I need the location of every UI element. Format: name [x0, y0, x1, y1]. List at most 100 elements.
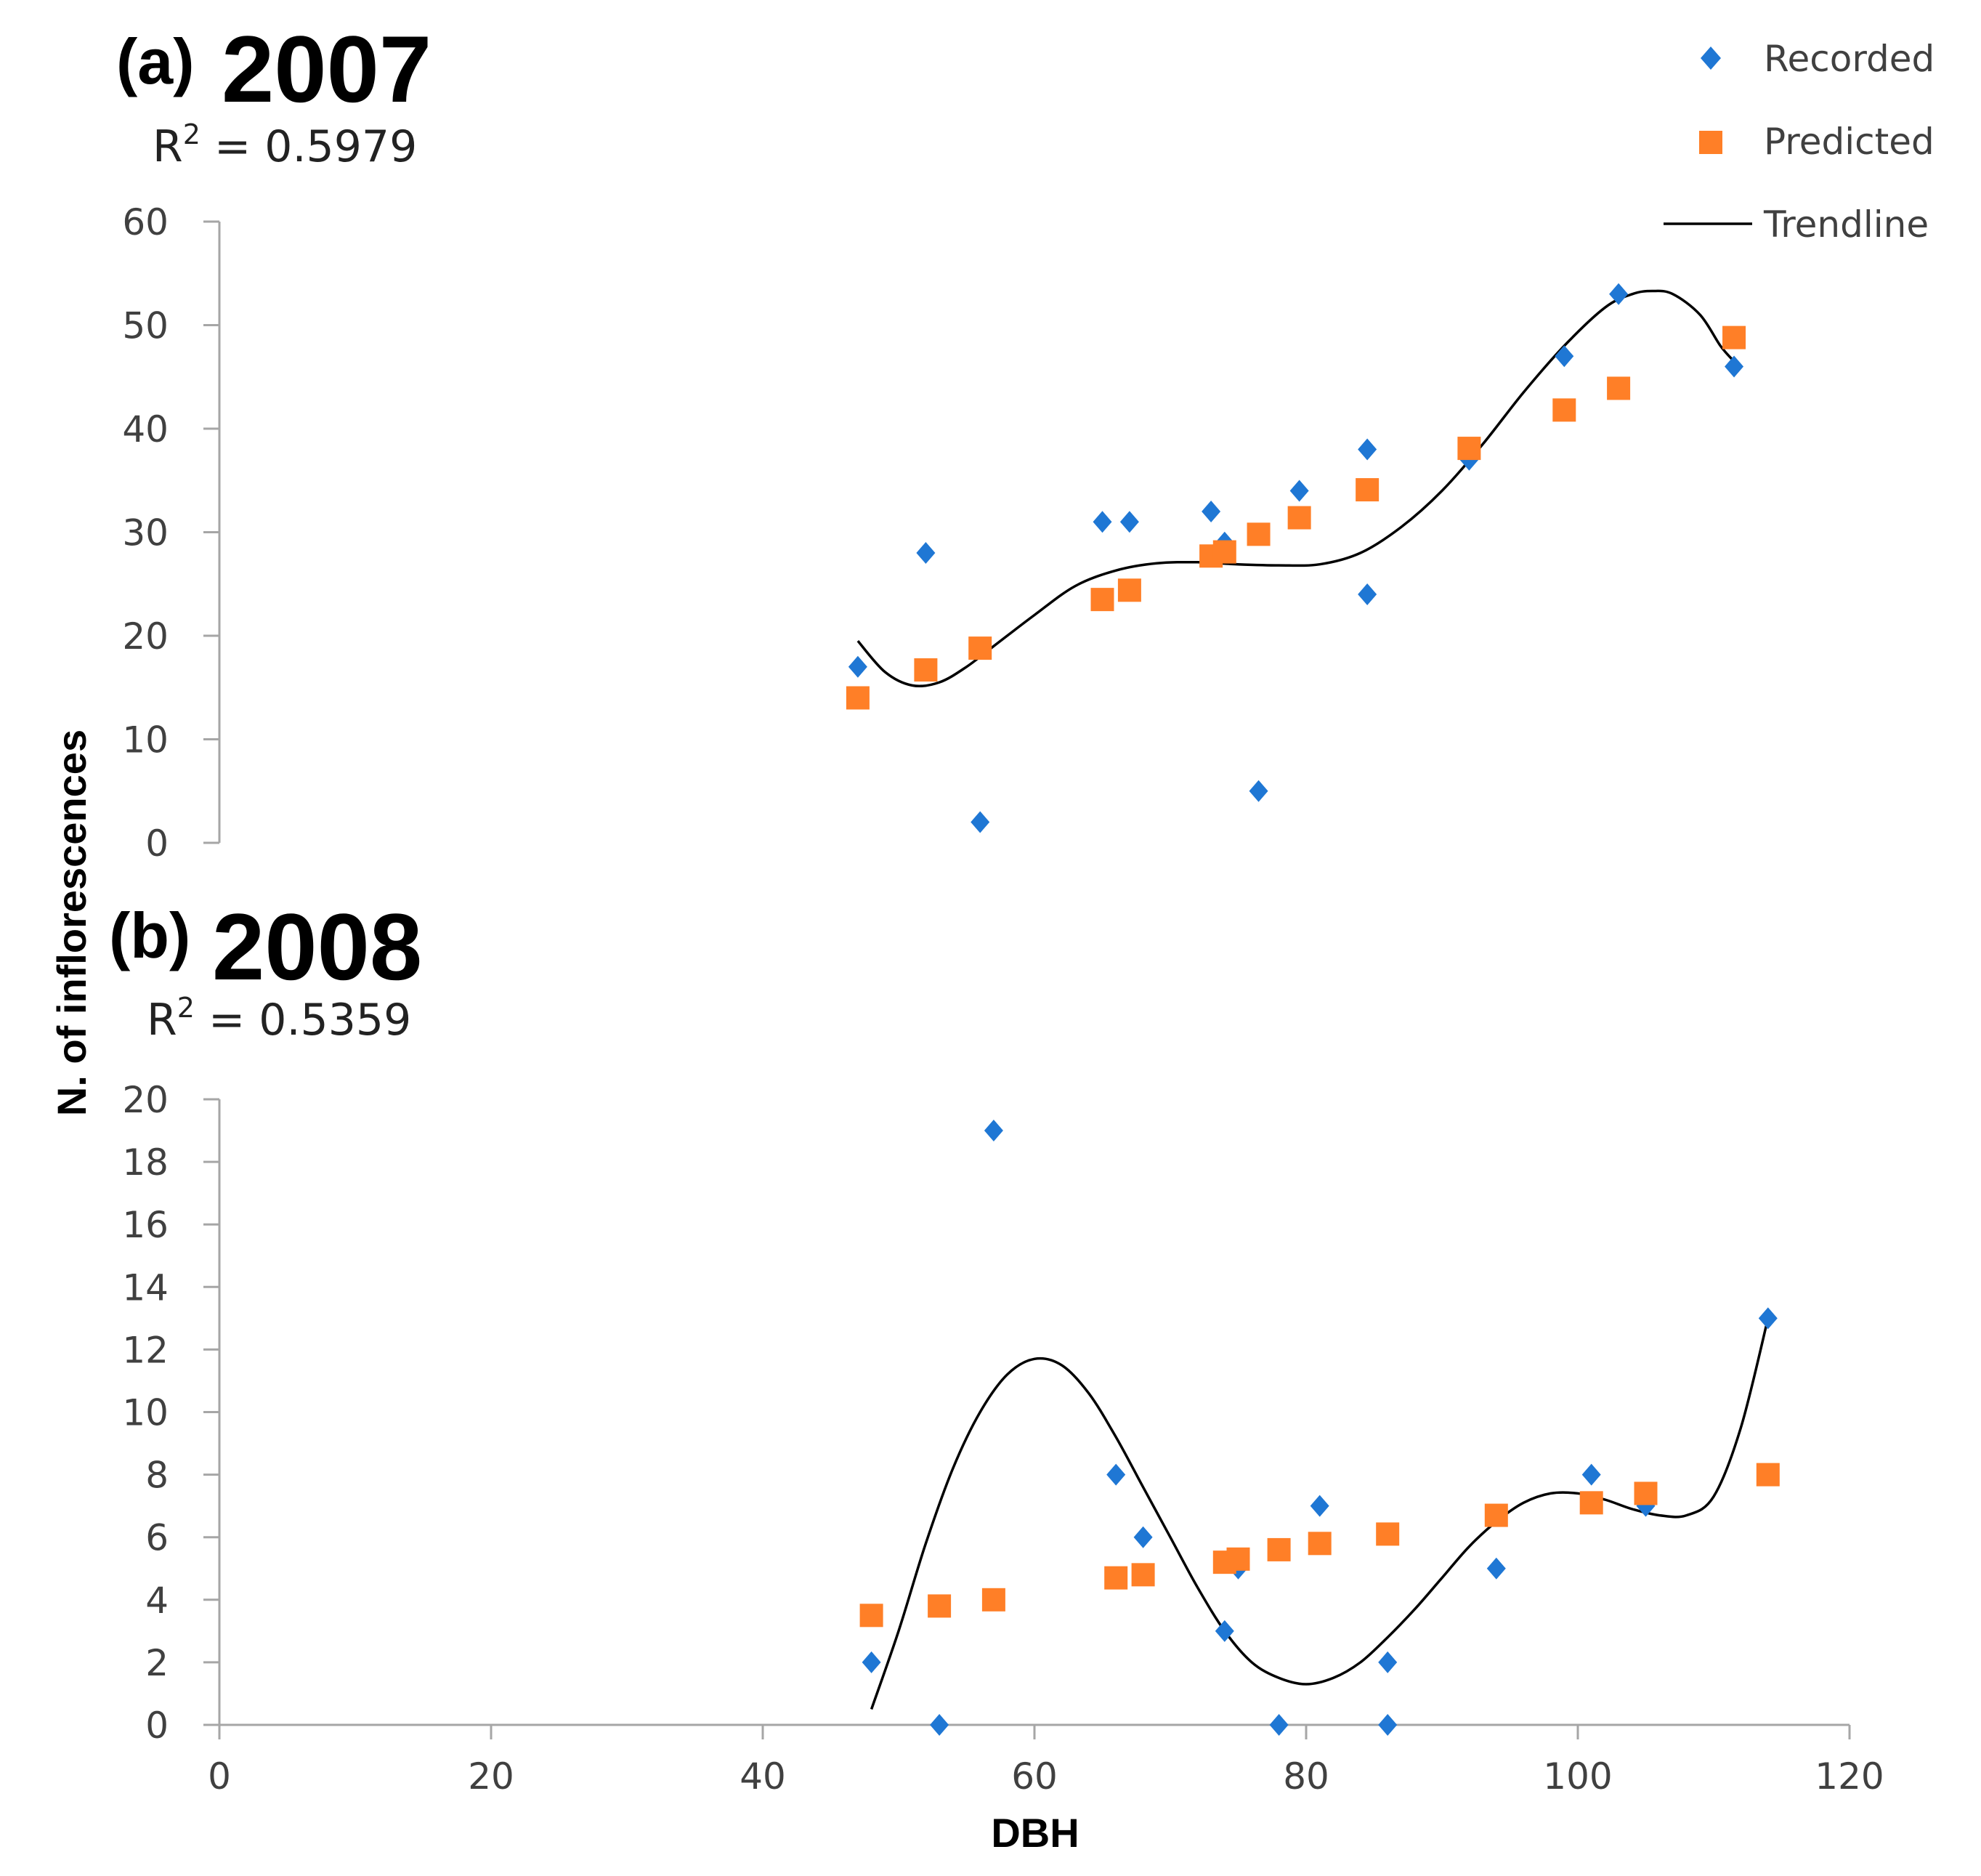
panel-a-predicted-point-4: [1117, 578, 1141, 602]
panel-b-predicted-point-8: [1308, 1532, 1332, 1556]
panel-a-ytick-label-1: 10: [122, 719, 169, 761]
panel-a-predicted-point-2: [968, 636, 992, 660]
panel-b-recorded-point-12: [1581, 1463, 1601, 1486]
panel-a-recorded-point-0: [848, 655, 867, 678]
panel-b-r2-rest: = 0.5359: [195, 995, 411, 1046]
panel-b-predicted-point-6: [1226, 1547, 1250, 1571]
panel-b-predicted-point-9: [1376, 1522, 1400, 1546]
panel-a-predicted-point-12: [1607, 376, 1631, 400]
panel-a-recorded-point-14: [1725, 355, 1744, 378]
panel-a-predicted-point-13: [1722, 326, 1746, 349]
legend-recorded-marker: [1701, 47, 1721, 70]
legend-predicted-label: Predicted: [1764, 121, 1935, 163]
panel-b-r2: R2 = 0.5359: [147, 992, 411, 1046]
panel-b-recorded-point-1: [930, 1714, 949, 1736]
panel-a-recorded-point-2: [971, 811, 990, 833]
panel-b-xtick-label-0: 0: [208, 1755, 231, 1798]
panel-b-xtick-label-4: 80: [1283, 1755, 1329, 1798]
panel-a-r2-exp: 2: [183, 118, 200, 150]
panel-b-recorded-point-8: [1310, 1495, 1329, 1517]
panel-b-recorded-point-10: [1378, 1651, 1398, 1673]
panel-a-predicted-point-0: [846, 686, 870, 710]
panel-a-predicted-point-6: [1212, 540, 1236, 564]
panel-b-xtick-label-5: 100: [1543, 1755, 1612, 1798]
panel-b-ytick-label-8: 16: [122, 1204, 169, 1246]
panel-b-recorded-point-4: [1133, 1526, 1153, 1548]
panel-b-xtick-label-1: 20: [468, 1755, 514, 1798]
panel-a-recorded-point-13: [1609, 283, 1629, 305]
panel-b-ytick-label-7: 14: [122, 1266, 169, 1309]
panel-a-recorded-point-10: [1358, 583, 1377, 605]
panel-b-xtick-label-3: 60: [1011, 1755, 1058, 1798]
panel-a-ytick-label-5: 50: [122, 305, 169, 347]
panel-b-predicted-point-7: [1267, 1537, 1291, 1561]
panel-b-recorded-point-5: [1215, 1620, 1234, 1642]
panel-a-ytick-label-4: 40: [122, 408, 169, 450]
panel-a-recorded-point-5: [1202, 501, 1221, 522]
panel-a-predicted-point-7: [1247, 522, 1271, 546]
panel-b-x-ticks: 0 20 40 60 80 100 120: [208, 1725, 1884, 1798]
panel-b-ytick-label-6: 12: [122, 1329, 169, 1371]
panel-b-xtick-label-2: 40: [740, 1755, 786, 1798]
legend-predicted-marker: [1699, 131, 1722, 154]
legend-trendline-label: Trendline: [1763, 203, 1929, 246]
panel-b-predicted-point-10: [1484, 1503, 1508, 1527]
panel-b-y-ticks: 0 2 4 6 8 10 12 14 16 18 20: [122, 1079, 219, 1747]
panel-a-ytick-label-3: 30: [122, 512, 169, 554]
panel-a-ytick-label-2: 20: [122, 615, 169, 658]
panel-b-predicted-point-3: [1104, 1566, 1128, 1590]
panel-b-recorded-point-14: [1758, 1307, 1778, 1330]
panel-b-prefix: (b): [109, 899, 190, 971]
panel-a-recorded-point-3: [1093, 511, 1112, 533]
panel-a-ytick-label-6: 60: [122, 201, 169, 243]
panel-a-recorded-point-7: [1249, 780, 1268, 802]
panel-a-predicted-point-3: [1090, 588, 1114, 612]
panel-a-predicted-point-8: [1287, 506, 1311, 530]
panel-b-recorded-point-3: [1106, 1463, 1126, 1486]
panel-b-predicted-point-2: [981, 1588, 1005, 1612]
panel-b-predicted-point-4: [1131, 1563, 1155, 1587]
panel-a-marks: [846, 283, 1746, 833]
panel-a-ytick-label-0: 0: [145, 822, 169, 865]
panel-a-r2: R2 = 0.5979: [153, 118, 417, 172]
panel-a-recorded-point-9: [1358, 438, 1377, 461]
panel-a-y-ticks: 0 10 20 30 40 50 60: [122, 201, 219, 865]
panel-b-xtick-label-6: 120: [1815, 1755, 1884, 1798]
panel-b-recorded-point-2: [984, 1120, 1003, 1142]
y-axis-title: N. of inflorescences: [49, 729, 94, 1116]
panel-a-predicted-point-9: [1356, 478, 1380, 502]
panel-b-marks: [859, 1120, 1780, 1736]
panel-b-ytick-label-4: 8: [145, 1455, 169, 1497]
legend-recorded-label: Recorded: [1764, 38, 1935, 80]
panel-b-predicted-point-13: [1756, 1463, 1780, 1487]
panel-b-year: 2008: [212, 894, 422, 1000]
legend: Recorded Predicted Trendline: [1664, 38, 1935, 246]
panel-b-ytick-label-10: 20: [122, 1079, 169, 1121]
panel-a-year: 2007: [222, 16, 432, 122]
panel-b-recorded-point-7: [1269, 1714, 1289, 1736]
panel-a-predicted-point-10: [1457, 437, 1481, 461]
panel-a-recorded-point-12: [1555, 345, 1574, 368]
panel-b-ytick-label-0: 0: [145, 1705, 169, 1747]
panel-b-recorded-point-9: [1378, 1714, 1398, 1736]
panel-b-predicted-point-12: [1634, 1481, 1658, 1505]
panel-a-predicted-point-1: [914, 658, 938, 682]
panel-b-ytick-label-5: 10: [122, 1392, 169, 1434]
panel-b-ytick-label-9: 18: [122, 1141, 169, 1184]
panel-a-recorded-point-1: [916, 542, 936, 564]
panel-a-recorded-point-8: [1289, 480, 1309, 502]
panel-b-r2-base: R: [147, 995, 177, 1046]
panel-b-recorded-point-11: [1486, 1557, 1506, 1580]
panel-b-ytick-label-3: 6: [145, 1517, 169, 1559]
panel-a-r2-base: R: [153, 121, 183, 172]
panel-b-r2-exp: 2: [177, 992, 195, 1024]
panel-b-predicted-point-11: [1579, 1491, 1603, 1515]
panel-b-trendline: [870, 1317, 1770, 1710]
panel-a-predicted-point-11: [1552, 398, 1576, 422]
panel-a-r2-rest: = 0.5979: [200, 121, 417, 172]
x-axis-title: DBH: [991, 1810, 1079, 1856]
panel-b-ytick-label-2: 4: [145, 1580, 169, 1622]
panel-b-ytick-label-1: 2: [145, 1642, 169, 1684]
